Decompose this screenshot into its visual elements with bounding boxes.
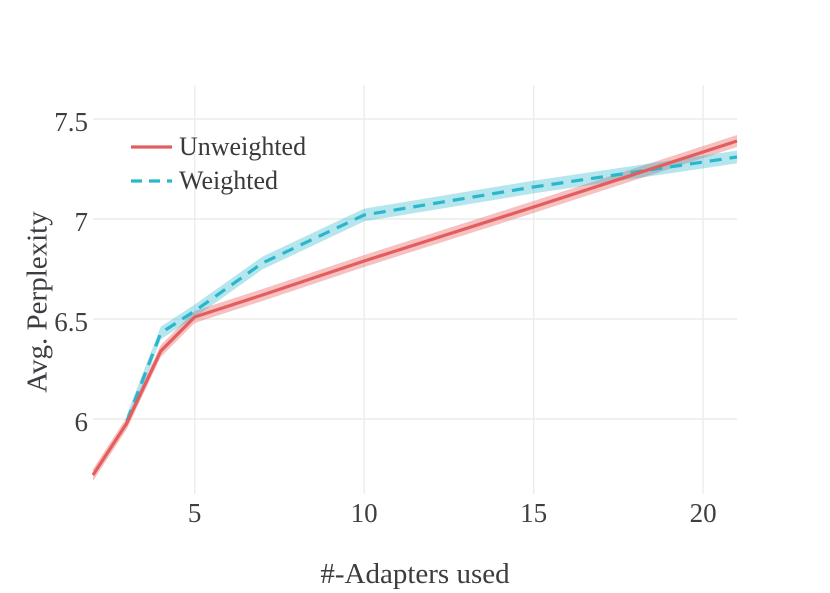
legend: Unweighted Weighted [131, 133, 306, 195]
unweighted-line-swatch-icon [131, 145, 172, 149]
y-tick-label: 7 [74, 207, 89, 237]
legend-item-weighted: Weighted [131, 167, 306, 195]
y-axis-title: Avg. Perplexity [21, 211, 54, 393]
axis-tick-marks [193, 481, 704, 494]
y-tick-label: 7.5 [54, 107, 88, 137]
y-tick-label: 6.5 [54, 307, 88, 337]
confidence-band-weighted [126, 150, 738, 428]
weighted-dashed-line-swatch-icon [131, 179, 172, 183]
x-axis-title: #-Adapters used [320, 558, 510, 590]
series-lines [91, 139, 738, 476]
legend-label-weighted: Weighted [179, 166, 278, 195]
y-tick-label: 6 [74, 407, 89, 437]
x-tick-label: 15 [520, 498, 548, 528]
legend-label-unweighted: Unweighted [179, 132, 307, 161]
x-tick-label: 10 [350, 498, 378, 528]
x-tick-label: 20 [689, 498, 717, 528]
legend-item-unweighted: Unweighted [131, 133, 306, 161]
series-line-weighted [125, 155, 738, 422]
x-tick-label: 5 [187, 498, 202, 528]
series-line-unweighted [91, 139, 738, 476]
